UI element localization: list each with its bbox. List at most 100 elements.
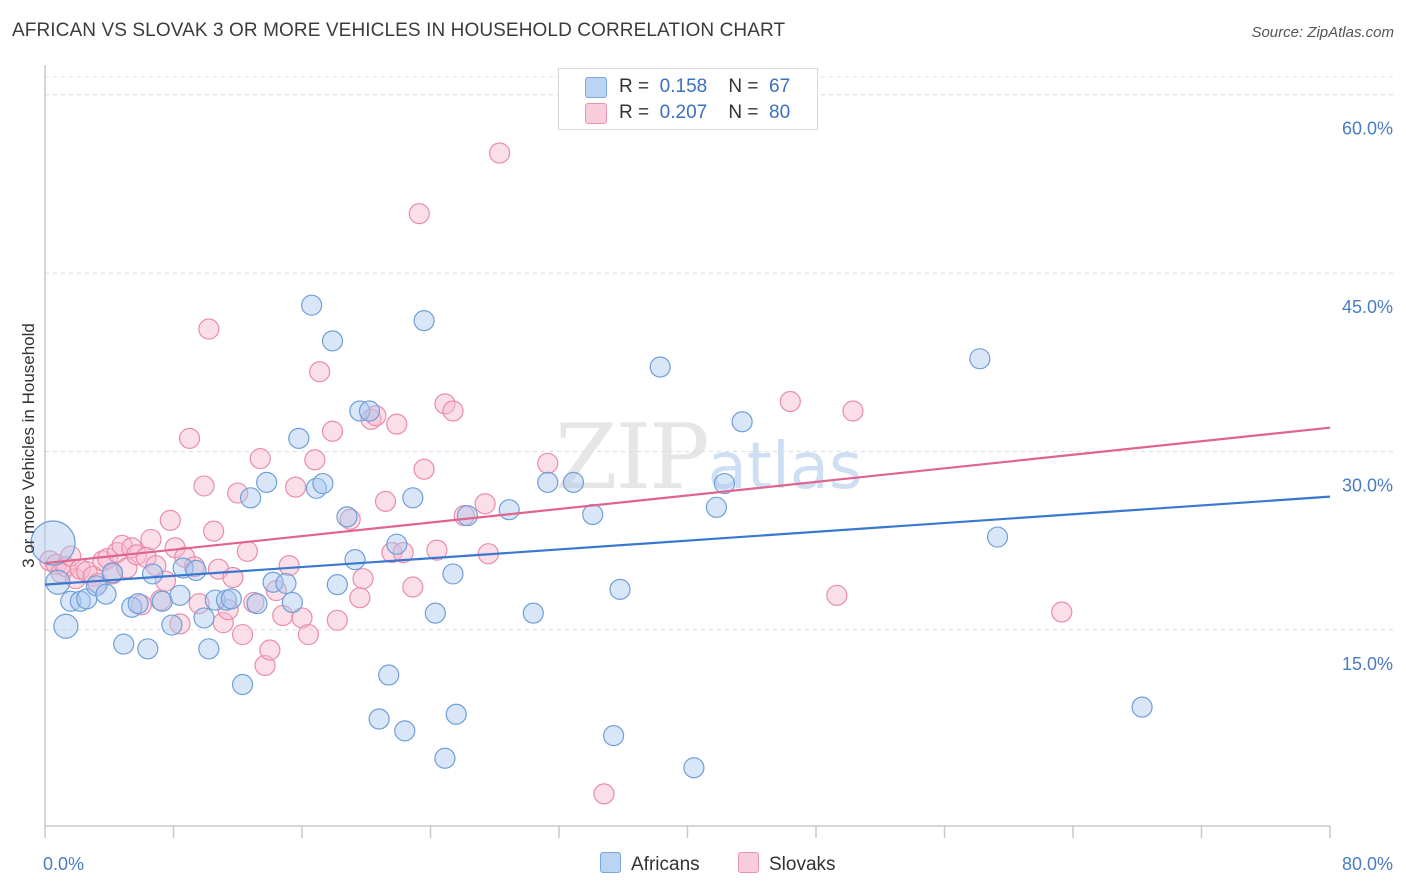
- x-tick-label: 0.0%: [43, 854, 84, 874]
- legend-n-label: N =: [728, 102, 759, 123]
- african-point: [198, 638, 220, 660]
- african-point: [256, 471, 278, 493]
- legend-label-africans: Africans: [631, 854, 700, 875]
- points-layer: [30, 142, 1153, 805]
- african-point: [161, 614, 183, 636]
- african-point: [603, 725, 625, 747]
- african-point: [121, 596, 143, 618]
- y-tick-label: 45.0%: [1342, 297, 1393, 317]
- african-point: [204, 589, 226, 611]
- slovak-point: [188, 593, 210, 615]
- african-point: [220, 588, 242, 610]
- slovak-point: [259, 639, 281, 661]
- legend-r-value: 0.207: [659, 102, 708, 123]
- slovak-point: [227, 482, 249, 504]
- legend-item-africans[interactable]: Africans: [600, 852, 700, 876]
- african-point: [402, 487, 424, 509]
- slovak-point: [474, 493, 496, 515]
- africans-swatch-icon: [600, 852, 621, 873]
- african-point: [321, 330, 344, 352]
- slovak-point: [198, 318, 220, 340]
- slovak-point: [842, 400, 864, 422]
- legend-label-slovaks: Slovaks: [769, 854, 836, 875]
- african-point: [713, 472, 736, 495]
- legend-r-label: R =: [619, 102, 650, 123]
- african-point: [394, 720, 416, 742]
- african-point: [172, 557, 194, 579]
- slovak-point: [339, 508, 361, 530]
- chart-title: AFRICAN VS SLOVAK 3 OR MORE VEHICLES IN …: [12, 20, 786, 41]
- slovak-point: [193, 475, 215, 497]
- y-tick-label: 30.0%: [1342, 475, 1393, 495]
- african-point: [312, 472, 334, 495]
- african-point: [275, 572, 297, 595]
- slovak-point: [145, 554, 167, 577]
- african-point: [127, 593, 149, 615]
- slovak-point: [349, 587, 371, 609]
- slovak-point: [442, 400, 464, 422]
- african-point: [281, 591, 303, 614]
- african-point: [445, 703, 467, 725]
- african-point: [358, 400, 381, 422]
- watermark: ZIPatlas: [555, 405, 862, 510]
- legend-n-value: 80: [769, 102, 791, 123]
- slovak-point: [249, 447, 271, 470]
- slovak-point: [183, 556, 205, 578]
- legend-r-value: 0.158: [659, 76, 708, 97]
- african-point: [386, 533, 408, 555]
- african-point: [95, 583, 117, 605]
- slovak-point: [1051, 601, 1073, 623]
- slovak-point: [321, 420, 344, 442]
- slovak-point: [284, 476, 307, 498]
- slovak-point: [352, 568, 374, 590]
- african-point: [986, 526, 1009, 548]
- slovak-point: [386, 413, 408, 435]
- african-point: [705, 496, 728, 518]
- african-point: [537, 471, 559, 493]
- correlation-legend: R = 0.158 N = 67 R = 0.207 N = 80: [558, 68, 818, 130]
- african-point: [137, 638, 159, 660]
- african-point: [562, 471, 585, 493]
- legend-item-slovaks[interactable]: Slovaks: [738, 852, 836, 876]
- x-tick-label: 80.0%: [1342, 854, 1393, 874]
- african-point: [683, 757, 705, 779]
- slovak-point: [593, 783, 615, 805]
- slovaks-swatch-icon: [738, 852, 759, 873]
- slovak-point: [291, 607, 313, 629]
- african-point: [434, 747, 456, 769]
- african-point: [326, 574, 348, 596]
- slovak-point: [826, 584, 848, 606]
- legend-r-label: R =: [619, 76, 650, 97]
- slovak-point: [236, 540, 258, 562]
- slovak-point: [779, 390, 801, 413]
- y-tick-label: 15.0%: [1342, 654, 1393, 674]
- slovak-point: [408, 203, 430, 225]
- african-point: [498, 499, 520, 521]
- slovak-point: [231, 623, 254, 646]
- slovak-point: [402, 576, 424, 598]
- slovak-point: [309, 361, 331, 383]
- african-point: [336, 506, 358, 528]
- y-axis-label: 3 or more Vehicles in Household: [19, 323, 38, 568]
- legend-n-label: N =: [728, 76, 759, 97]
- african-point: [649, 356, 671, 378]
- african-point: [193, 607, 215, 629]
- african-point: [1131, 696, 1153, 718]
- african-point: [101, 562, 124, 584]
- african-point: [53, 613, 79, 639]
- african-point: [424, 602, 446, 624]
- african-point: [442, 563, 464, 585]
- african-point: [185, 559, 207, 581]
- africans-swatch-icon: [585, 77, 607, 98]
- slovak-point: [140, 528, 162, 551]
- source-label: Source: ZipAtlas.com: [1251, 24, 1394, 41]
- african-point: [969, 348, 991, 370]
- slovak-point: [434, 393, 456, 415]
- axis-layer: [44, 65, 1331, 838]
- africans-trend-line: [44, 495, 1331, 586]
- slovak-point: [278, 554, 300, 577]
- slovaks-swatch-icon: [585, 103, 607, 124]
- african-point: [246, 593, 268, 615]
- african-point: [142, 563, 164, 585]
